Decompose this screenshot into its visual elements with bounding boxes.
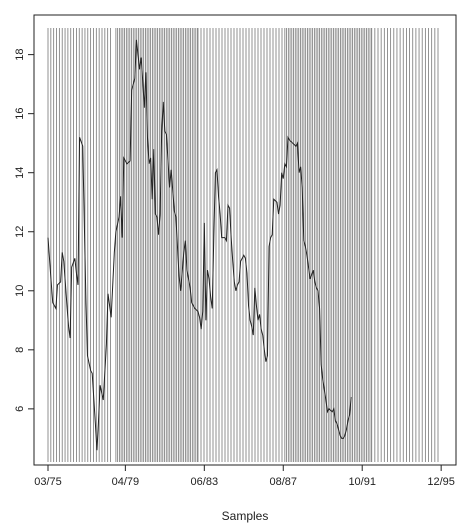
x-tick-label-2: 06/83 — [191, 476, 219, 488]
y-tick-label-3: 12 — [14, 226, 26, 238]
y-tick-label-5: 16 — [14, 108, 26, 120]
x-axis: 03/75 04/79 06/83 08/87 10/91 12/95 — [34, 464, 455, 488]
y-tick-label-6: 18 — [14, 48, 26, 60]
series-line — [47, 39, 352, 451]
y-tick-label-0: 6 — [14, 406, 26, 412]
x-tick-label-1: 04/79 — [112, 476, 140, 488]
vertical-lines-group — [47, 28, 439, 462]
y-tick-label-4: 14 — [14, 167, 26, 179]
x-tick-label-4: 10/91 — [348, 476, 376, 488]
y-tick-label-2: 10 — [14, 285, 26, 297]
x-axis-title: Samples — [222, 509, 269, 523]
x-tick-label-3: 08/87 — [269, 476, 297, 488]
x-tick-label-0: 03/75 — [34, 476, 62, 488]
y-axis: 6 8 10 12 14 16 18 — [14, 48, 35, 412]
x-tick-label-5: 12/95 — [427, 476, 455, 488]
y-tick-label-1: 8 — [14, 347, 26, 353]
